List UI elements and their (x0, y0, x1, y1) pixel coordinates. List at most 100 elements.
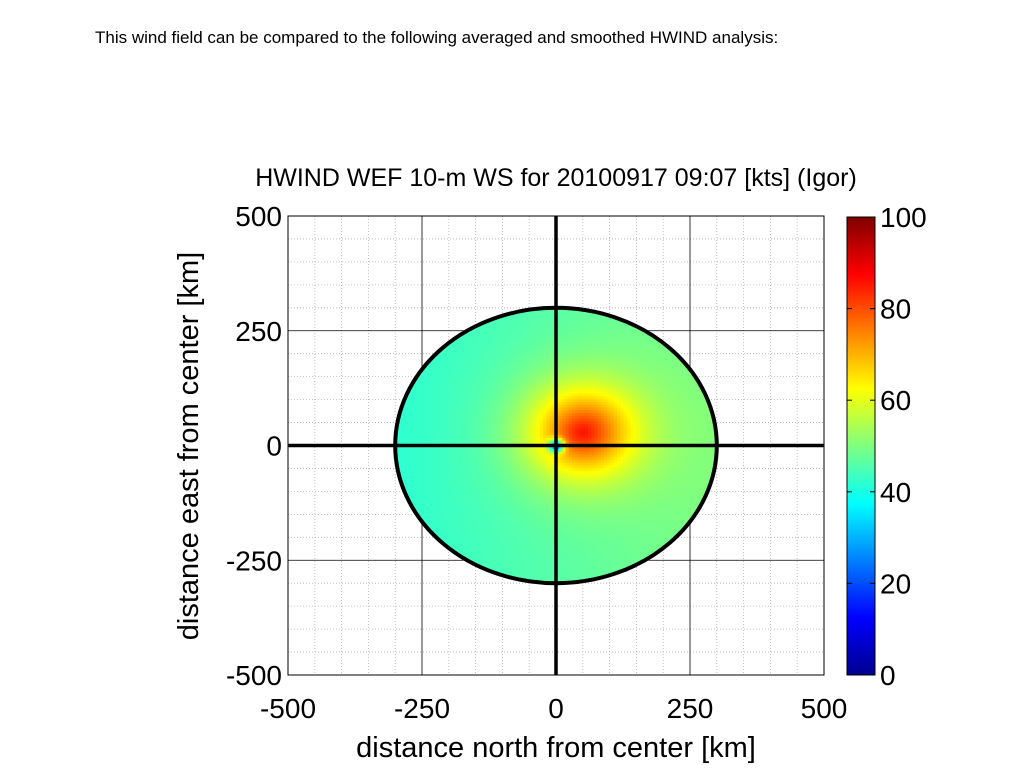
field-cell (424, 448, 428, 452)
field-cell (465, 431, 470, 436)
field-cell (578, 340, 583, 345)
field-cell (504, 329, 509, 334)
field-cell (543, 346, 547, 350)
field-cell (446, 406, 451, 411)
field-cell (504, 354, 509, 358)
field-cell (523, 335, 528, 339)
field-cell (575, 544, 580, 548)
field-cell (514, 448, 519, 452)
field-cell (494, 484, 499, 488)
field-cell (437, 478, 441, 482)
field-cell (404, 486, 409, 491)
field-cell (482, 467, 486, 471)
field-cell (520, 338, 525, 342)
field-cell (543, 415, 547, 419)
field-cell (456, 401, 461, 405)
field-cell (527, 324, 531, 328)
field-cell (482, 503, 486, 507)
field-cell (533, 340, 538, 345)
field-cell (539, 522, 544, 526)
field-cell (414, 464, 419, 469)
field-cell (443, 362, 448, 367)
field-cell (433, 382, 438, 386)
field-cell (440, 401, 445, 405)
field-cell (488, 462, 493, 466)
field-cell (494, 475, 499, 480)
field-cell (449, 453, 454, 458)
field-cell (527, 530, 531, 535)
field-cell (459, 478, 464, 482)
field-cell (578, 525, 583, 529)
field-cell (430, 384, 435, 389)
field-cell (523, 456, 528, 460)
field-cell (475, 530, 480, 535)
field-cell (485, 335, 490, 339)
field-cell (414, 456, 419, 460)
field-cell (581, 486, 586, 491)
field-cell (491, 335, 496, 339)
field-cell (498, 481, 502, 485)
field-cell (565, 489, 570, 493)
field-cell (575, 415, 580, 419)
field-cell (520, 362, 525, 367)
field-cell (546, 514, 551, 518)
field-cell (546, 522, 551, 526)
field-cell (430, 481, 435, 485)
field-cell (546, 368, 551, 372)
field-cell (543, 324, 547, 328)
field-cell (501, 539, 506, 543)
field-cell (420, 497, 425, 502)
field-cell (453, 451, 457, 455)
field-cell (533, 497, 538, 502)
field-cell (398, 439, 403, 444)
field-cell (517, 555, 522, 560)
field-cell (543, 563, 547, 568)
field-cell (549, 327, 554, 331)
field-cell (437, 508, 441, 513)
field-cell (543, 577, 547, 582)
field-cell (456, 420, 461, 425)
field-cell (568, 426, 573, 430)
field-cell (449, 357, 454, 361)
field-cell (469, 552, 473, 557)
field-cell (514, 536, 519, 540)
field-cell (501, 514, 506, 518)
field-cell (581, 489, 586, 493)
field-cell (488, 497, 493, 502)
field-cell (533, 459, 538, 463)
field-cell (536, 423, 541, 427)
field-cell (398, 420, 403, 425)
field-cell (530, 566, 535, 571)
field-cell (533, 412, 538, 416)
field-cell (546, 346, 551, 350)
field-cell (427, 423, 432, 427)
field-cell (514, 550, 519, 554)
field-cell (507, 318, 512, 323)
field-cell (572, 439, 576, 444)
field-cell (488, 343, 493, 347)
field-cell (478, 371, 483, 375)
field-cell (543, 528, 547, 532)
field-cell (430, 387, 435, 392)
field-cell (472, 555, 477, 560)
field-cell (523, 349, 528, 353)
field-cell (501, 525, 506, 529)
field-cell (494, 417, 499, 422)
field-cell (404, 473, 409, 477)
field-cell (510, 508, 515, 513)
field-cell (562, 357, 567, 361)
field-cell (543, 539, 547, 543)
field-cell (494, 539, 499, 543)
field-cell (482, 379, 486, 383)
field-cell (568, 530, 573, 535)
field-cell (572, 577, 576, 582)
field-cell (491, 448, 496, 452)
field-cell (417, 506, 422, 510)
field-cell (514, 453, 519, 458)
field-cell (517, 423, 522, 427)
field-cell (530, 467, 535, 471)
field-cell (491, 393, 496, 397)
field-cell (575, 404, 580, 408)
field-cell (568, 547, 573, 551)
field-cell (443, 456, 448, 460)
